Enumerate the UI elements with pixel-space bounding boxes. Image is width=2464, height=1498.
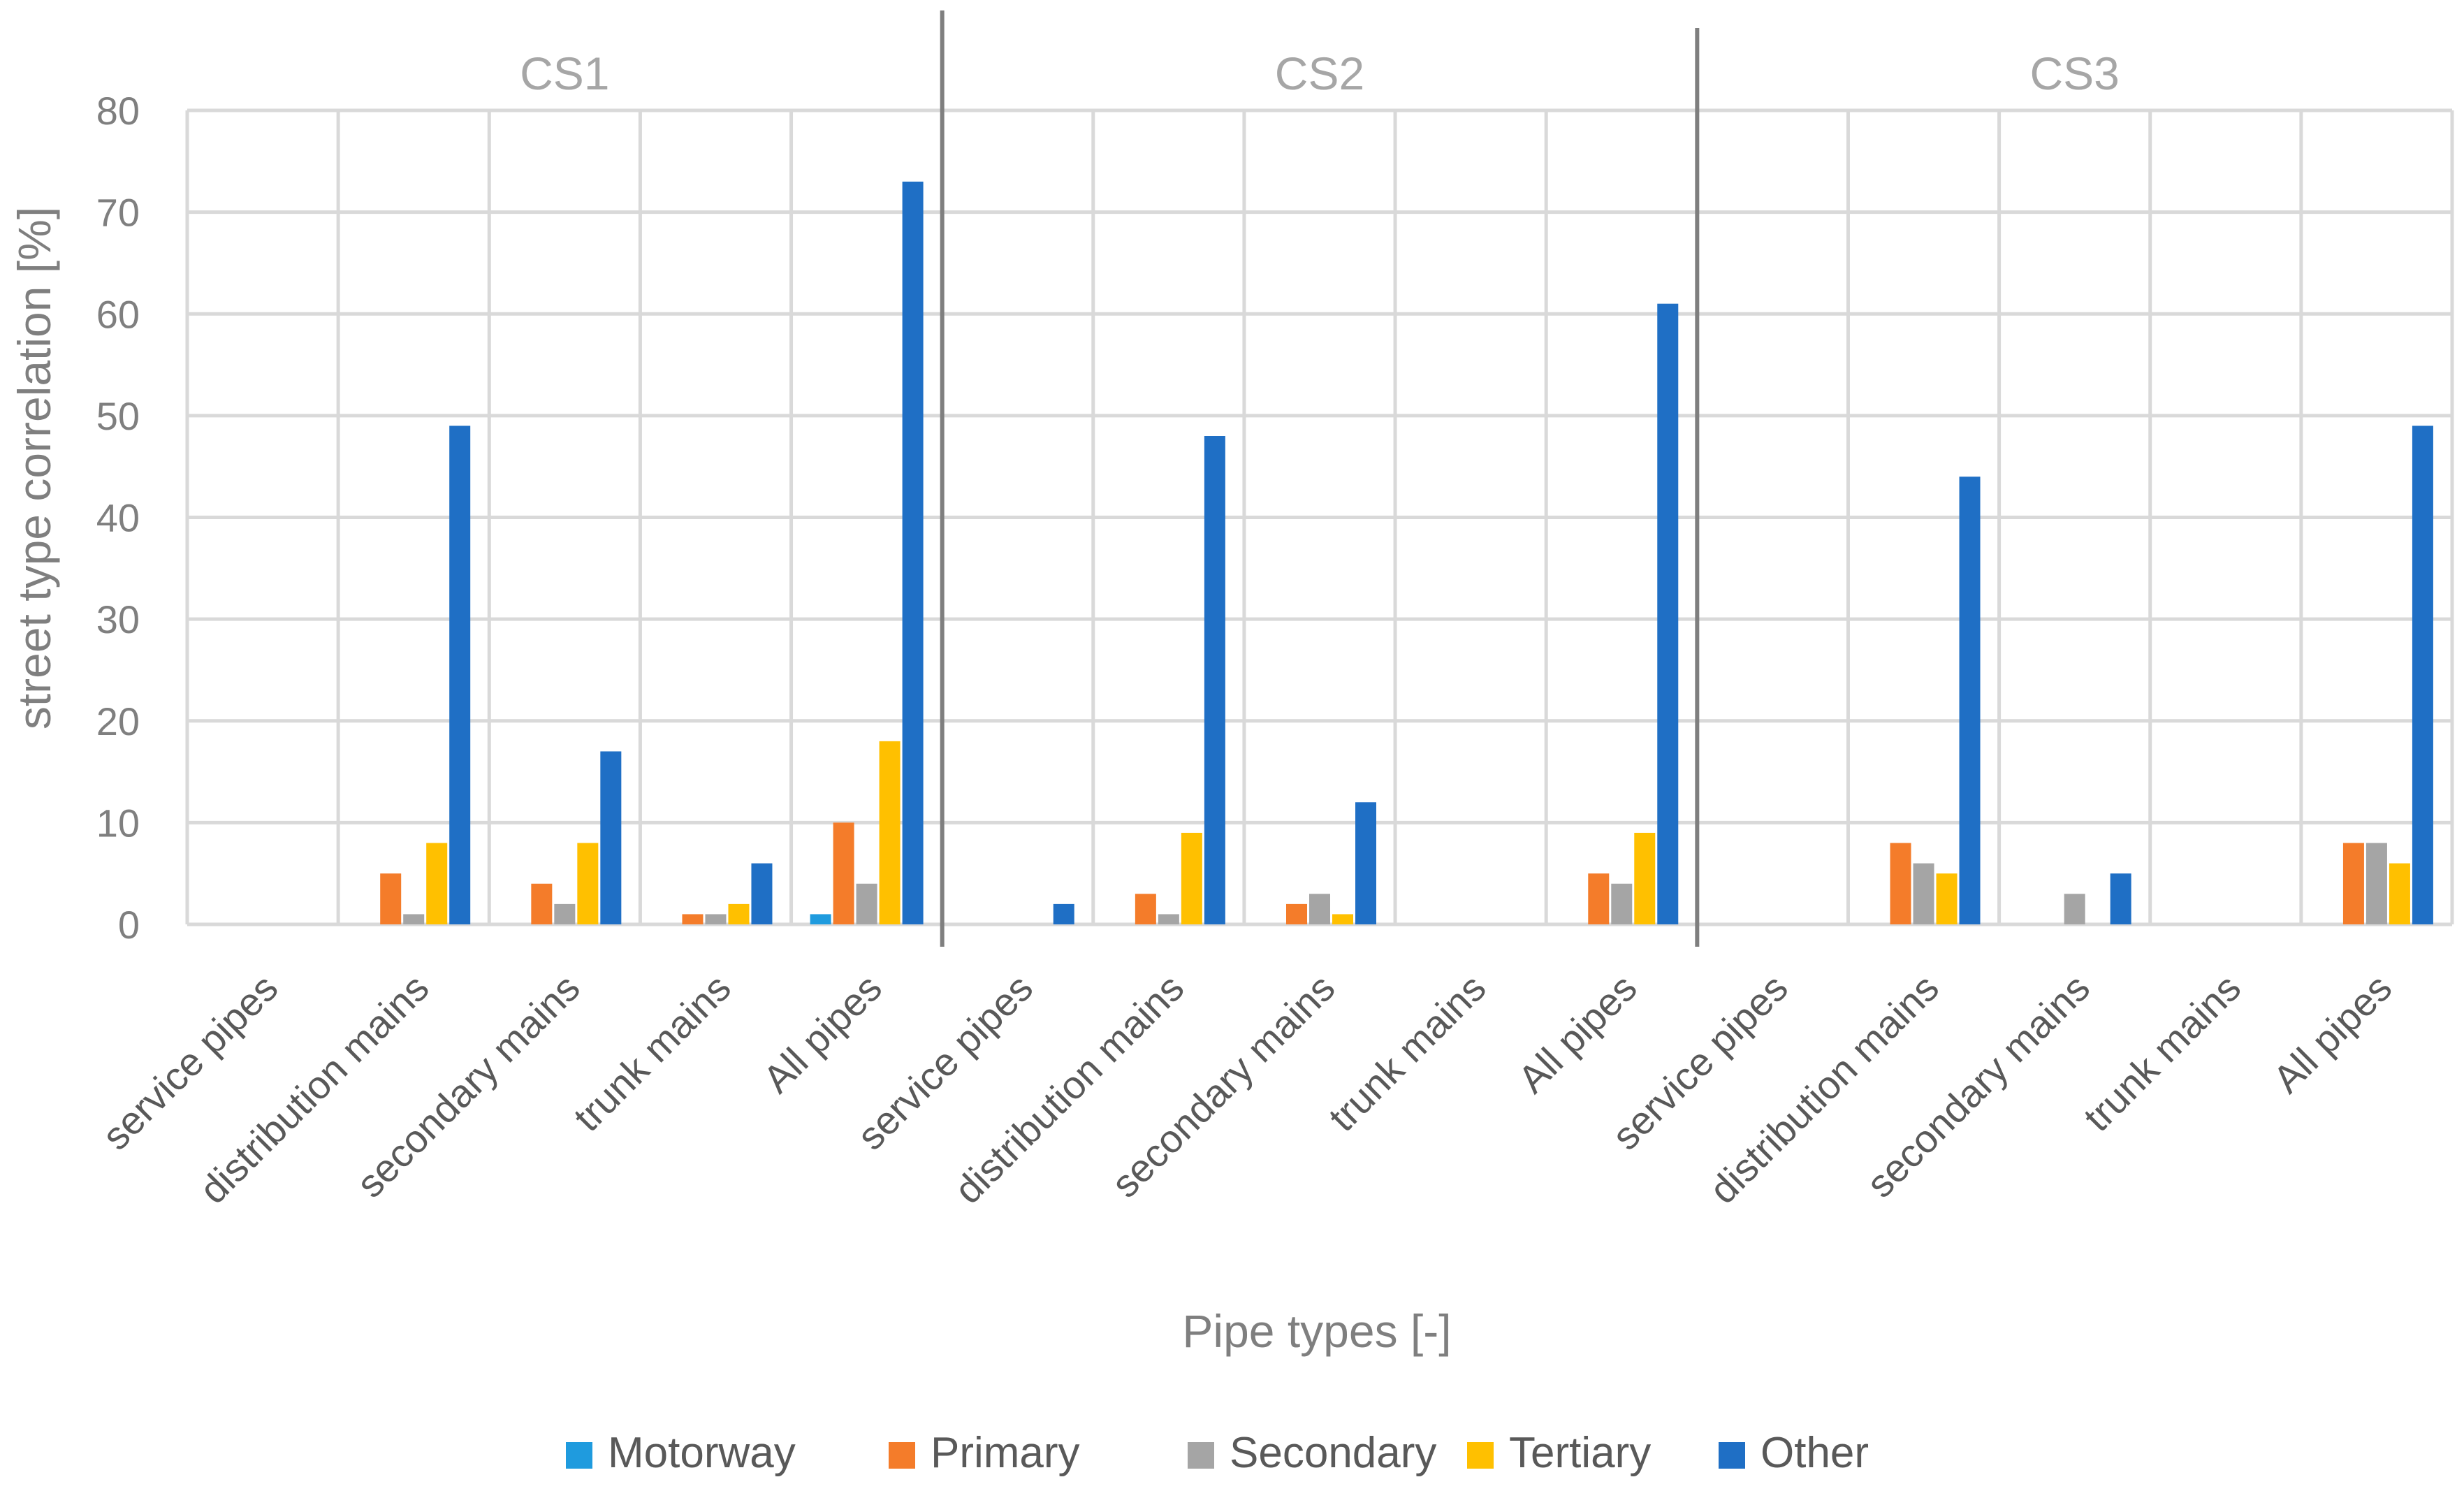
- group-label-cs1: CS1: [520, 48, 609, 99]
- bar-tertiary-7: [1332, 914, 1353, 924]
- bar-tertiary-11: [1936, 873, 1958, 924]
- group-separators: [940, 10, 1700, 947]
- y-tick-label-30: 30: [96, 597, 140, 641]
- bar-secondary-2: [554, 903, 576, 924]
- y-tick-label-20: 20: [96, 699, 140, 743]
- bar-secondary-3: [705, 914, 727, 924]
- bar-primary-6: [1135, 894, 1156, 924]
- y-tick-label-80: 80: [96, 89, 140, 133]
- y-tick-label-70: 70: [96, 191, 140, 235]
- bar-other-3: [751, 863, 773, 924]
- y-tick-label-0: 0: [118, 903, 140, 947]
- bar-primary-9: [1588, 873, 1610, 924]
- bar-tertiary-1: [426, 843, 448, 924]
- legend-item-tertiary: Tertiary: [1467, 1429, 1651, 1477]
- x-tick-label-3: trunk mains: [565, 966, 739, 1140]
- bar-primary-4: [833, 822, 854, 924]
- group-label-cs2: CS2: [1275, 48, 1364, 99]
- bar-other-2: [600, 751, 622, 924]
- legend-label-tertiary: Tertiary: [1509, 1429, 1651, 1477]
- legend-swatch-primary: [889, 1442, 915, 1469]
- bar-secondary-7: [1309, 894, 1330, 924]
- y-axis-title: street type correlation [%]: [8, 207, 60, 729]
- group-labels: CS1 CS2 CS3: [520, 48, 2120, 99]
- bar-primary-11: [1890, 843, 1911, 924]
- legend-label-secondary: Secondary: [1230, 1429, 1436, 1477]
- x-tick-label-13: trunk mains: [2075, 966, 2249, 1140]
- bar-tertiary-4: [879, 741, 901, 924]
- legend-item-motorway: Motorway: [566, 1429, 796, 1477]
- y-axis-ticks: 0 10 20 30 40 50 60 70 80: [96, 89, 140, 947]
- bar-other-14: [2412, 426, 2433, 924]
- legend-label-motorway: Motorway: [608, 1429, 796, 1477]
- legend-swatch-other: [1719, 1442, 1745, 1469]
- x-tick-label-14: All pipes: [2264, 966, 2400, 1101]
- x-tick-label-9: All pipes: [1510, 966, 1645, 1101]
- bar-secondary-12: [2064, 894, 2085, 924]
- bar-primary-14: [2342, 843, 2364, 924]
- bar-tertiary-3: [728, 903, 750, 924]
- bar-secondary-9: [1611, 883, 1633, 924]
- bar-tertiary-9: [1634, 832, 1656, 924]
- bar-secondary-1: [403, 914, 425, 924]
- legend-swatch-secondary: [1188, 1442, 1214, 1469]
- x-tick-label-8: trunk mains: [1320, 966, 1494, 1140]
- legend-label-other: Other: [1760, 1429, 1869, 1477]
- x-axis-title: Pipe types [-]: [1182, 1305, 1451, 1357]
- legend: Motorway Primary Secondary Tertiary Other: [566, 1429, 1869, 1477]
- bar-other-12: [2110, 873, 2131, 924]
- bar-other-5: [1053, 903, 1074, 924]
- bar-secondary-14: [2365, 843, 2387, 924]
- bar-other-7: [1355, 802, 1376, 924]
- y-tick-label-60: 60: [96, 292, 140, 336]
- bar-primary-1: [380, 873, 402, 924]
- bar-other-4: [902, 181, 924, 924]
- bar-other-1: [449, 426, 471, 924]
- y-tick-label-50: 50: [96, 394, 140, 438]
- grid-layer: [185, 108, 2454, 926]
- bar-secondary-11: [1913, 863, 1934, 924]
- legend-swatch-motorway: [566, 1442, 592, 1469]
- legend-item-other: Other: [1719, 1429, 1869, 1477]
- x-tick-label-4: All pipes: [754, 966, 890, 1101]
- bar-other-9: [1657, 303, 1679, 924]
- bar-secondary-6: [1158, 914, 1179, 924]
- bar-primary-3: [682, 914, 704, 924]
- bar-tertiary-14: [2389, 863, 2410, 924]
- legend-item-primary: Primary: [889, 1429, 1080, 1477]
- y-tick-label-10: 10: [96, 801, 140, 845]
- bar-motorway-4: [810, 914, 831, 924]
- y-tick-label-40: 40: [96, 496, 140, 540]
- legend-swatch-tertiary: [1467, 1442, 1494, 1469]
- bar-primary-2: [531, 883, 553, 924]
- legend-item-secondary: Secondary: [1188, 1429, 1436, 1477]
- bar-other-11: [1959, 477, 1981, 924]
- legend-label-primary: Primary: [931, 1429, 1080, 1477]
- bar-secondary-4: [856, 883, 877, 924]
- bar-other-6: [1204, 436, 1225, 924]
- bar-primary-7: [1286, 903, 1307, 924]
- bar-tertiary-2: [577, 843, 599, 924]
- group-label-cs3: CS3: [2029, 48, 2119, 99]
- bars-layer: [380, 181, 2433, 924]
- bar-tertiary-6: [1181, 832, 1202, 924]
